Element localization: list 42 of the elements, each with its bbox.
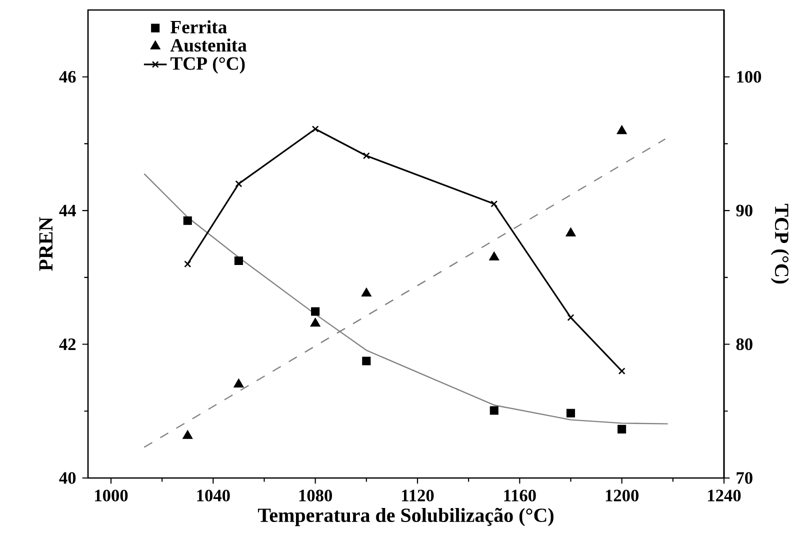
y2-tick-label: 90 (736, 204, 752, 216)
point (489, 251, 500, 260)
point (182, 430, 193, 439)
y2-tick-label: 100 (737, 71, 762, 83)
x-tick-label: 1080 (299, 490, 332, 502)
point (311, 307, 320, 316)
x-tick-label: 1160 (504, 490, 536, 502)
y-axis-title: PREN (39, 217, 52, 271)
y-tick-label: 46 (59, 71, 76, 83)
point (234, 256, 243, 265)
point (567, 314, 574, 322)
point (362, 356, 371, 366)
point (234, 378, 244, 388)
x-tick-label: 1040 (197, 490, 230, 502)
point (183, 216, 192, 225)
point (566, 408, 576, 418)
point (618, 368, 626, 375)
y2-tick-label: 80 (736, 338, 752, 350)
point (310, 318, 320, 327)
y2-tick-label: 70 (736, 472, 752, 484)
legend-label: TCP (°C) (170, 56, 245, 74)
y-tick-label: 44 (59, 204, 76, 216)
x-tick-label: 1200 (606, 490, 639, 502)
point (618, 424, 626, 434)
point (235, 180, 242, 188)
point (616, 125, 627, 134)
point (361, 288, 372, 297)
y-tick-label: 40 (59, 472, 76, 484)
point (184, 260, 192, 268)
point (312, 125, 319, 132)
x-tick-label: 1240 (708, 490, 741, 502)
legend-label: Austenita (170, 38, 247, 52)
point (566, 227, 576, 236)
x-tick-label: 1120 (402, 490, 434, 502)
y2-axis-title: TCP (°C) (770, 204, 790, 284)
x-tick-label: 1000 (95, 490, 128, 502)
x-axis-title: Temperatura de Solubilização (°C) (258, 508, 554, 526)
y-tick-label: 42 (59, 338, 76, 350)
point (490, 200, 498, 208)
legend-label: Ferrita (170, 20, 227, 34)
point (490, 406, 498, 415)
point (362, 152, 370, 160)
